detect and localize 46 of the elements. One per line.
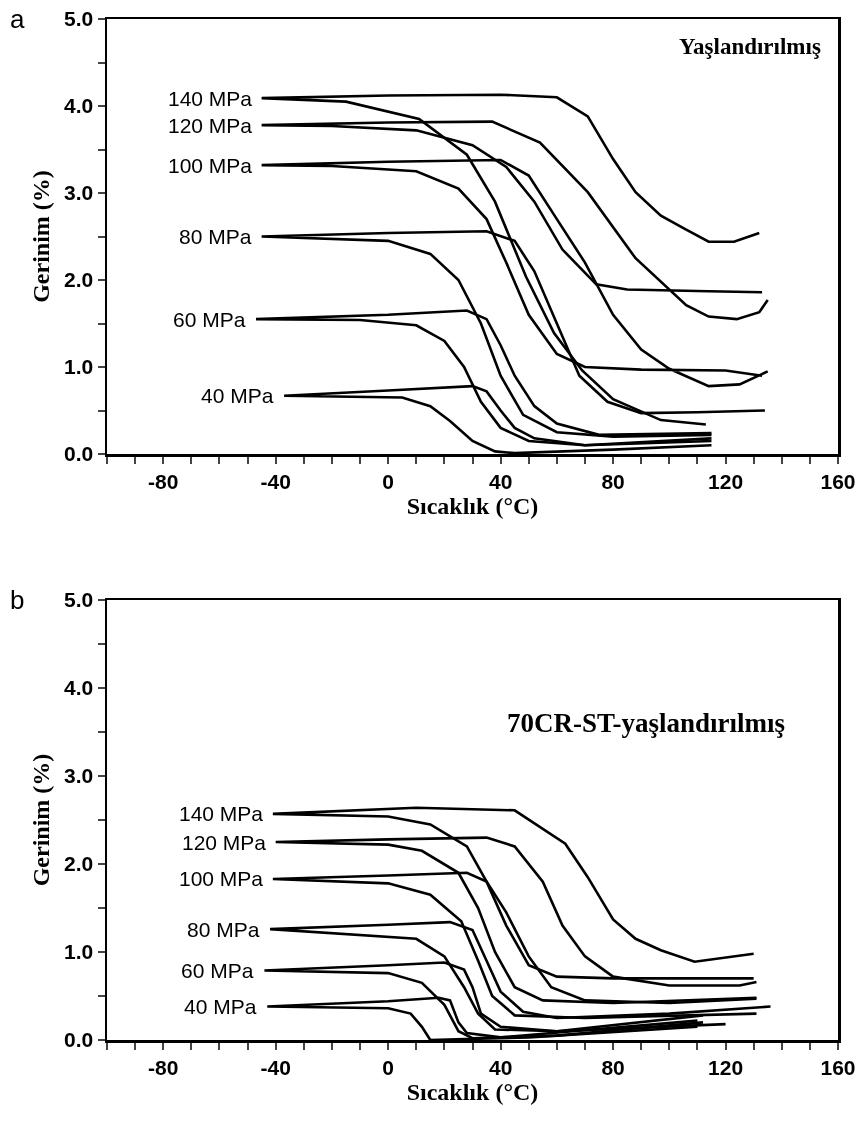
y-tick-label: 5.0 xyxy=(64,7,94,31)
x-tick-label: 40 xyxy=(488,1055,513,1079)
x-tick-label: 0 xyxy=(382,1055,394,1079)
text: a xyxy=(10,4,25,34)
series-label: 140 MPa xyxy=(179,802,264,825)
series-label: 40 MPa xyxy=(201,384,274,407)
annotation: 70CR-ST-yaşlandırılmış xyxy=(507,708,786,738)
series-label: 60 MPa xyxy=(181,959,254,982)
series-label: 80 MPa xyxy=(179,225,252,248)
y-axis-title: Gerinim (%) xyxy=(27,753,54,887)
y-tick-label: 0.0 xyxy=(64,442,94,466)
series-label: 100 MPa xyxy=(168,154,253,177)
x-tick-label: -80 xyxy=(148,1055,179,1079)
y-tick-label: 3.0 xyxy=(64,764,94,788)
x-tick-label: -40 xyxy=(260,1055,291,1079)
series-label: 60 MPa xyxy=(173,308,246,331)
y-tick-label: 0.0 xyxy=(64,1028,94,1052)
series-label: 80 MPa xyxy=(187,918,260,941)
y-tick-label: 3.0 xyxy=(64,181,94,205)
y-tick-label: 2.0 xyxy=(64,268,94,292)
x-tick-label: 40 xyxy=(488,469,513,493)
x-tick-label: 0 xyxy=(382,469,394,493)
y-tick-label: 1.0 xyxy=(64,940,94,964)
y-tick-label: 4.0 xyxy=(64,676,94,700)
text: b xyxy=(10,585,25,615)
x-tick-label: 160 xyxy=(820,1055,856,1079)
x-tick-label: 120 xyxy=(708,469,744,493)
x-axis-title: Sıcaklık (°C) xyxy=(406,492,539,519)
x-tick-label: 80 xyxy=(601,1055,625,1079)
series-label: 140 MPa xyxy=(168,87,253,110)
y-tick-label: 1.0 xyxy=(64,355,94,379)
x-tick-label: 120 xyxy=(708,1055,744,1079)
x-tick-label: 160 xyxy=(820,469,856,493)
series-label: 40 MPa xyxy=(184,995,257,1018)
series-label: 100 MPa xyxy=(179,867,264,890)
series-label: 120 MPa xyxy=(168,114,253,137)
x-tick-label: -40 xyxy=(260,469,291,493)
y-axis-title: Gerinim (%) xyxy=(27,170,54,303)
y-tick-label: 5.0 xyxy=(64,588,94,612)
annotation: Yaşlandırılmış xyxy=(679,34,821,59)
x-tick-label: 80 xyxy=(601,469,625,493)
x-axis-title: Sıcaklık (°C) xyxy=(406,1078,539,1105)
x-tick-label: -80 xyxy=(148,469,179,493)
series-label: 120 MPa xyxy=(182,831,267,854)
y-tick-label: 2.0 xyxy=(64,852,94,876)
y-tick-label: 4.0 xyxy=(64,94,94,118)
